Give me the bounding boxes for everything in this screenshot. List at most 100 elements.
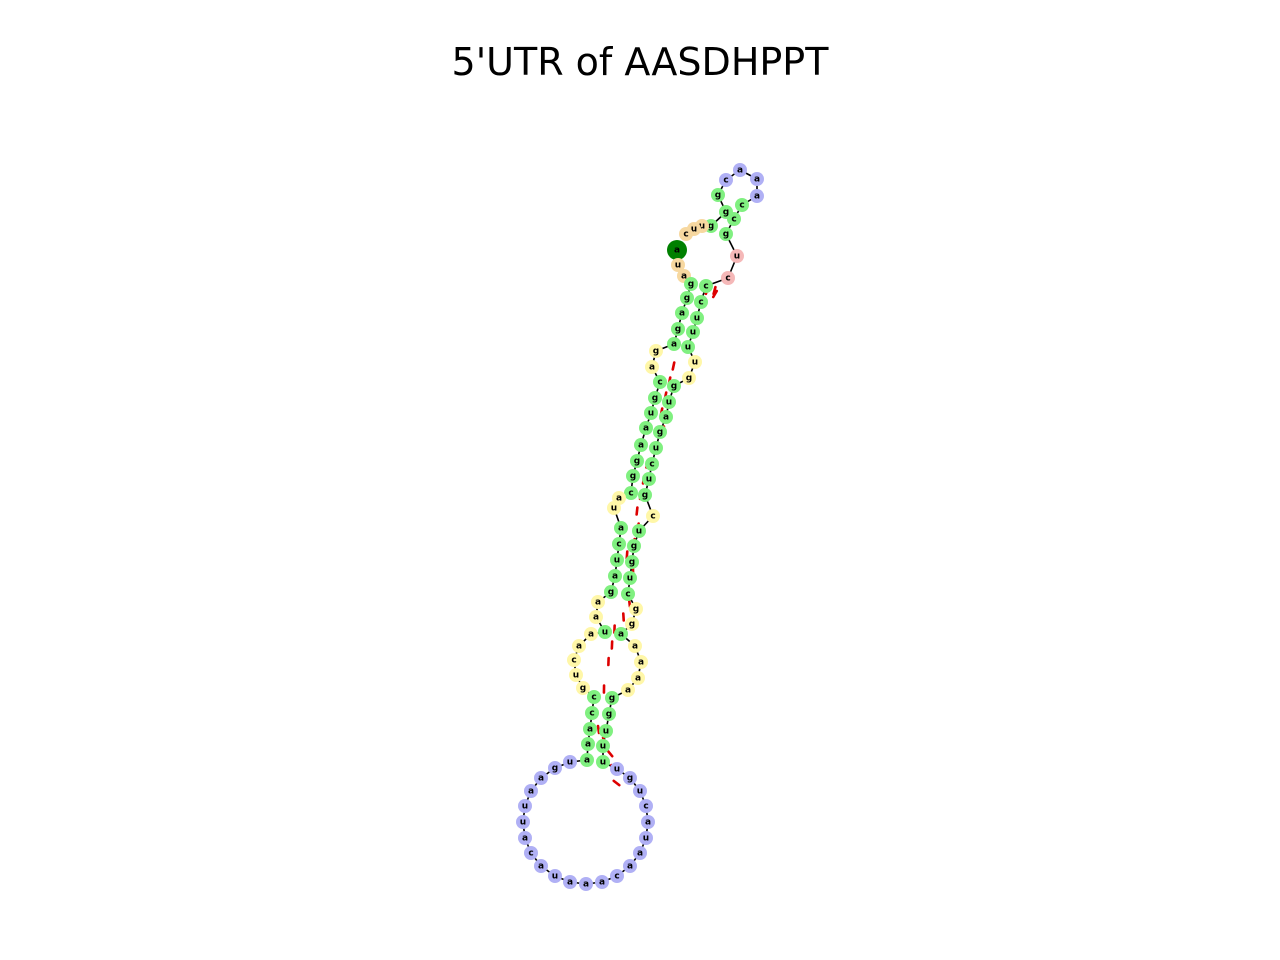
nucleotide-78: c [646, 509, 660, 523]
nucleotide-64: g [602, 707, 616, 721]
nucleotide-69: a [628, 639, 642, 653]
nucleotide-79: g [638, 488, 652, 502]
nucleotide-circle [646, 509, 660, 523]
nucleotide-circle [608, 569, 622, 583]
nucleotide-31: c [567, 653, 581, 667]
nucleotide-47: a [534, 859, 548, 873]
nucleotide-circle [653, 425, 667, 439]
nucleotide-circle [719, 205, 733, 219]
nucleotide-label: u [666, 398, 672, 408]
nucleotide-circle [581, 737, 595, 751]
nucleotide-circle [621, 683, 635, 697]
nucleotide-43: u [518, 799, 532, 813]
nucleotide-label: g [631, 542, 637, 552]
nucleotide-label: g [633, 605, 639, 615]
nucleotide-label: u [602, 628, 608, 638]
nucleotide-74: u [623, 571, 637, 585]
nucleotide-circle [639, 799, 653, 813]
nucleotide-label: a [576, 642, 582, 652]
nucleotide-circle [612, 537, 626, 551]
nucleotide-label: c [528, 849, 533, 859]
nucleotide-label: u [694, 314, 700, 324]
nucleotide-circle [598, 625, 612, 639]
nucleotide-label: c [614, 872, 619, 882]
nucleotide-circle [688, 355, 702, 369]
nucleotide-label: a [595, 598, 601, 608]
nucleotide-label: g [723, 230, 729, 240]
nucleotide-label: u [648, 409, 654, 419]
nucleotide-label: g [642, 491, 648, 501]
nucleotide-circle [596, 755, 610, 769]
nucleotide-83: g [653, 425, 667, 439]
nucleotide-circle [548, 761, 562, 775]
nucleotide-label: a [583, 880, 589, 890]
nucleotide-circle [579, 877, 593, 891]
nucleotide-8: a [667, 337, 681, 351]
nucleotide-circle [567, 653, 581, 667]
nucleotide-label: g [684, 294, 690, 304]
nucleotide-56: a [641, 815, 655, 829]
nucleotide-86: g [667, 379, 681, 393]
nucleotide-51: a [595, 875, 609, 889]
nucleotide-label: a [632, 642, 638, 652]
nucleotide-9: g [649, 344, 663, 358]
nucleotide-label: u [675, 261, 681, 271]
nucleotide-label: u [653, 444, 659, 454]
nucleotide-42: a [524, 784, 538, 798]
nucleotide-label: a [618, 630, 624, 640]
nucleotide-circle [610, 553, 624, 567]
nucleotide-label: a [616, 494, 622, 504]
nucleotide-16: g [630, 454, 644, 468]
nucleotide-35: c [585, 706, 599, 720]
nucleotide-circle [639, 831, 653, 845]
nucleotide-20: u [607, 501, 621, 515]
nucleotide-label: a [625, 686, 631, 696]
base-pair-mark [671, 361, 676, 371]
nucleotide-label: u [552, 872, 558, 882]
nucleotide-label: a [754, 192, 760, 202]
nucleotide-circle [699, 279, 713, 293]
nucleotide-91: u [690, 311, 704, 325]
nucleotide-84: a [659, 410, 673, 424]
nucleotide-30: a [572, 639, 586, 653]
nucleotide-57: c [639, 799, 653, 813]
nucleotide-circle [634, 655, 648, 669]
nucleotide-72: g [629, 602, 643, 616]
nucleotide-36: a [583, 722, 597, 736]
nucleotide-label: g [671, 382, 677, 392]
nucleotide-11: c [653, 375, 667, 389]
nucleotide-label: g [629, 620, 635, 630]
nucleotide-circle [667, 337, 681, 351]
nucleotide-label: a [538, 862, 544, 872]
nucleotide-53: a [623, 859, 637, 873]
nucleotide-circle [634, 438, 648, 452]
nucleotide-77: u [632, 524, 646, 538]
nucleotide-82: u [649, 441, 663, 455]
nucleotide-67: a [631, 671, 645, 685]
nucleotide-24: a [608, 569, 622, 583]
nucleotide-17: g [626, 469, 640, 483]
nucleotide-label: a [618, 524, 624, 534]
nucleotide-circle [524, 846, 538, 860]
nucleotide-circle [534, 771, 548, 785]
nucleotide-label: g [580, 684, 586, 694]
nucleotide-label: a [637, 849, 643, 859]
nucleotide-70: a [614, 627, 628, 641]
nucleotide-circle [735, 198, 749, 212]
nucleotide-circle [641, 815, 655, 829]
nucleotide-circle [662, 395, 676, 409]
nucleotide-label: u [611, 504, 617, 514]
nucleotide-85: u [662, 395, 676, 409]
nucleotide-29: a [584, 627, 598, 641]
nucleotide-15: a [634, 438, 648, 452]
nucleotide-22: c [612, 537, 626, 551]
nucleotide-18: c [624, 486, 638, 500]
nucleotide-circle [679, 227, 693, 241]
nucleotide-label: a [679, 309, 685, 319]
nucleotide-circle [569, 668, 583, 682]
nucleotide-101: a [733, 163, 747, 177]
nucleotide-40: g [548, 761, 562, 775]
nucleotide-label: g [653, 347, 659, 357]
nucleotide-label: c [731, 215, 736, 225]
nucleotide-circle [604, 585, 618, 599]
